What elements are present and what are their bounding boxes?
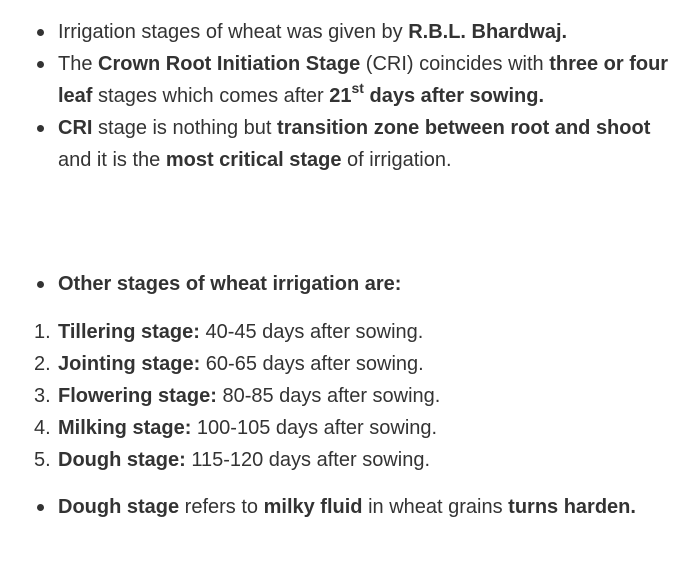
section-heading-list: Other stages of wheat irrigation are:	[0, 268, 672, 300]
stage-days: 60-65 days after sowing.	[200, 353, 424, 375]
list-item: CRI stage is nothing but transition zone…	[0, 112, 672, 176]
stage-days: 40-45 days after sowing.	[199, 321, 424, 343]
fact-bold: milky fluid	[263, 496, 363, 518]
stage-item: 2. Jointing stage: 60-65 days after sowin…	[0, 348, 672, 380]
fact-bold: days after sowing.	[363, 85, 545, 107]
fact-text: in wheat grains	[362, 496, 509, 518]
stage-name: Milking stage:	[58, 417, 192, 439]
stage-number: 5.	[34, 449, 51, 471]
stage-name: Jointing stage:	[58, 353, 201, 375]
list-item: Other stages of wheat irrigation are:	[0, 268, 672, 300]
wheat-irrigation-facts-list: Irrigation stages of wheat was given by …	[0, 16, 672, 176]
fact-bold: 21	[329, 85, 352, 107]
fact-text: stages which comes after	[92, 85, 330, 107]
list-item: Irrigation stages of wheat was given by …	[0, 16, 672, 48]
irrigation-stages-list: 1. Tillering stage: 40-45 days after sowi…	[0, 316, 672, 476]
fact-text: stage is nothing but	[92, 117, 278, 139]
fact-bold: Crown Root Initiation Stage	[98, 53, 361, 75]
list-item: Dough stage refers to milky fluid in whe…	[0, 491, 672, 523]
stage-number: 1.	[34, 321, 51, 343]
list-item: The Crown Root Initiation Stage (CRI) co…	[0, 48, 672, 112]
fact-bold: turns harden.	[508, 496, 636, 518]
ordinal-suffix: st	[351, 80, 364, 96]
stage-number: 3.	[34, 385, 51, 407]
fact-bold: R.B.L. Bhardwaj.	[408, 21, 568, 43]
fact-text: and it is the	[58, 117, 662, 171]
fact-bold: most critical stage	[165, 149, 342, 171]
stage-number: 4.	[34, 417, 51, 439]
fact-text: Irrigation stages of wheat was given by	[58, 21, 409, 43]
section-heading: Other stages of wheat irrigation are:	[58, 273, 402, 295]
stage-item: 3. Flowering stage: 80-85 days after sowi…	[0, 380, 672, 412]
fact-bold: three or four leaf	[58, 53, 669, 107]
stage-item: 4. Milking stage: 100-105 days after sowi…	[0, 412, 672, 444]
stage-name: Flowering stage:	[58, 385, 217, 407]
stage-number: 2.	[34, 353, 51, 375]
dough-stage-note-list: Dough stage refers to milky fluid in whe…	[0, 491, 672, 523]
stage-days: 115-120 days after sowing.	[185, 449, 430, 471]
fact-bold: CRI	[58, 117, 93, 139]
stage-name: Tillering stage:	[58, 321, 200, 343]
fact-text: of irrigation.	[341, 149, 452, 171]
fact-text: refers to	[179, 496, 264, 518]
stage-name: Dough stage:	[58, 449, 186, 471]
stage-item: 1. Tillering stage: 40-45 days after sowi…	[0, 316, 672, 348]
fact-text: (CRI) coincides with	[360, 53, 550, 75]
stage-days: 100-105 days after sowing.	[191, 417, 438, 439]
fact-bold: Dough stage	[58, 496, 180, 518]
fact-bold: transition zone between root and shoot	[277, 117, 651, 139]
stage-item: 5. Dough stage: 115-120 days after sowing…	[0, 444, 672, 476]
fact-text: The	[58, 53, 99, 75]
stage-days: 80-85 days after sowing.	[216, 385, 441, 407]
